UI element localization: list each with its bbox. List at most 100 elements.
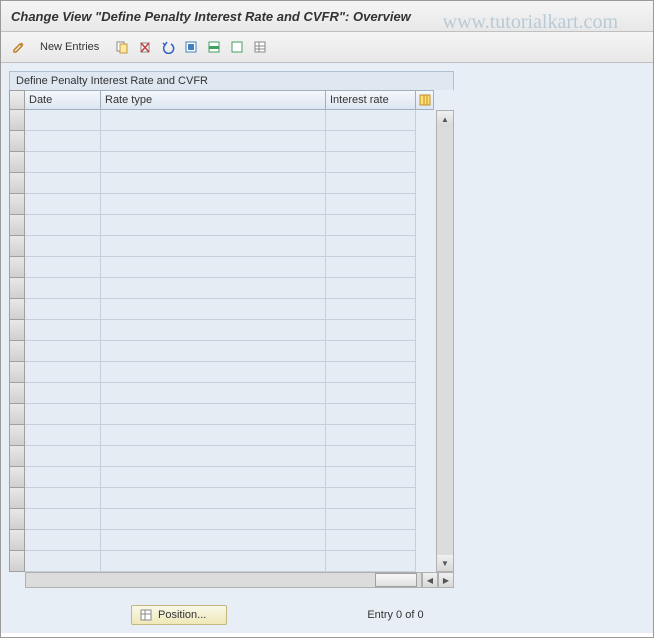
cell-date[interactable] [25,488,101,509]
cell-date[interactable] [25,509,101,530]
cell-interest[interactable] [326,152,416,173]
cell-date[interactable] [25,551,101,572]
row-selector[interactable] [9,488,25,509]
toggle-edit-icon[interactable] [9,37,29,57]
cell-date[interactable] [25,320,101,341]
cell-date[interactable] [25,299,101,320]
cell-date[interactable] [25,110,101,131]
row-selector[interactable] [9,467,25,488]
cell-interest[interactable] [326,236,416,257]
cell-rate-type[interactable] [101,383,326,404]
cell-rate-type[interactable] [101,341,326,362]
row-selector[interactable] [9,236,25,257]
cell-interest[interactable] [326,446,416,467]
cell-date[interactable] [25,467,101,488]
cell-date[interactable] [25,152,101,173]
row-selector[interactable] [9,299,25,320]
scroll-right-button[interactable]: ▶ [438,572,454,588]
cell-date[interactable] [25,173,101,194]
cell-interest[interactable] [326,551,416,572]
row-selector[interactable] [9,404,25,425]
row-selector[interactable] [9,383,25,404]
table-settings-icon[interactable] [250,37,270,57]
row-selector[interactable] [9,152,25,173]
cell-rate-type[interactable] [101,236,326,257]
row-selector[interactable] [9,257,25,278]
cell-interest[interactable] [326,530,416,551]
cell-interest[interactable] [326,131,416,152]
row-selector[interactable] [9,362,25,383]
deselect-all-icon[interactable] [227,37,247,57]
cell-rate-type[interactable] [101,173,326,194]
scroll-up-button[interactable]: ▲ [437,111,453,127]
row-selector[interactable] [9,509,25,530]
select-block-icon[interactable] [204,37,224,57]
row-selector[interactable] [9,341,25,362]
cell-rate-type[interactable] [101,131,326,152]
cell-rate-type[interactable] [101,152,326,173]
cell-interest[interactable] [326,257,416,278]
cell-interest[interactable] [326,362,416,383]
cell-date[interactable] [25,257,101,278]
cell-rate-type[interactable] [101,509,326,530]
cell-interest[interactable] [326,110,416,131]
row-selector[interactable] [9,110,25,131]
cell-date[interactable] [25,215,101,236]
select-all-icon[interactable] [181,37,201,57]
column-header-rate-type[interactable]: Rate type [101,90,326,110]
cell-rate-type[interactable] [101,467,326,488]
row-selector[interactable] [9,131,25,152]
row-selector[interactable] [9,278,25,299]
row-selector[interactable] [9,320,25,341]
position-button[interactable]: Position... [131,605,227,625]
cell-date[interactable] [25,383,101,404]
cell-interest[interactable] [326,383,416,404]
cell-interest[interactable] [326,173,416,194]
cell-rate-type[interactable] [101,194,326,215]
cell-interest[interactable] [326,320,416,341]
cell-interest[interactable] [326,404,416,425]
cell-rate-type[interactable] [101,320,326,341]
cell-date[interactable] [25,446,101,467]
cell-interest[interactable] [326,278,416,299]
cell-date[interactable] [25,131,101,152]
scroll-left-button[interactable]: ◀ [422,572,438,588]
cell-interest[interactable] [326,194,416,215]
cell-rate-type[interactable] [101,257,326,278]
row-selector[interactable] [9,194,25,215]
cell-rate-type[interactable] [101,446,326,467]
cell-date[interactable] [25,404,101,425]
cell-date[interactable] [25,278,101,299]
row-selector[interactable] [9,530,25,551]
cell-date[interactable] [25,425,101,446]
vertical-scrollbar[interactable]: ▲ ▼ [436,110,454,572]
delete-icon[interactable] [135,37,155,57]
cell-rate-type[interactable] [101,278,326,299]
cell-date[interactable] [25,236,101,257]
hscroll-track[interactable] [25,572,422,588]
cell-interest[interactable] [326,488,416,509]
cell-rate-type[interactable] [101,404,326,425]
cell-rate-type[interactable] [101,110,326,131]
row-selector-header[interactable] [9,90,25,110]
new-entries-button[interactable]: New Entries [34,39,105,55]
row-selector[interactable] [9,173,25,194]
row-selector[interactable] [9,551,25,572]
vscroll-track[interactable] [437,127,453,555]
cell-date[interactable] [25,362,101,383]
cell-interest[interactable] [326,425,416,446]
cell-rate-type[interactable] [101,551,326,572]
cell-rate-type[interactable] [101,488,326,509]
row-selector[interactable] [9,446,25,467]
row-selector[interactable] [9,215,25,236]
cell-rate-type[interactable] [101,299,326,320]
horizontal-scrollbar[interactable]: ◀ ▶ [25,572,454,588]
cell-interest[interactable] [326,215,416,236]
undo-icon[interactable] [158,37,178,57]
hscroll-thumb[interactable] [375,573,417,587]
cell-date[interactable] [25,530,101,551]
cell-interest[interactable] [326,341,416,362]
cell-date[interactable] [25,194,101,215]
cell-rate-type[interactable] [101,215,326,236]
row-selector[interactable] [9,425,25,446]
